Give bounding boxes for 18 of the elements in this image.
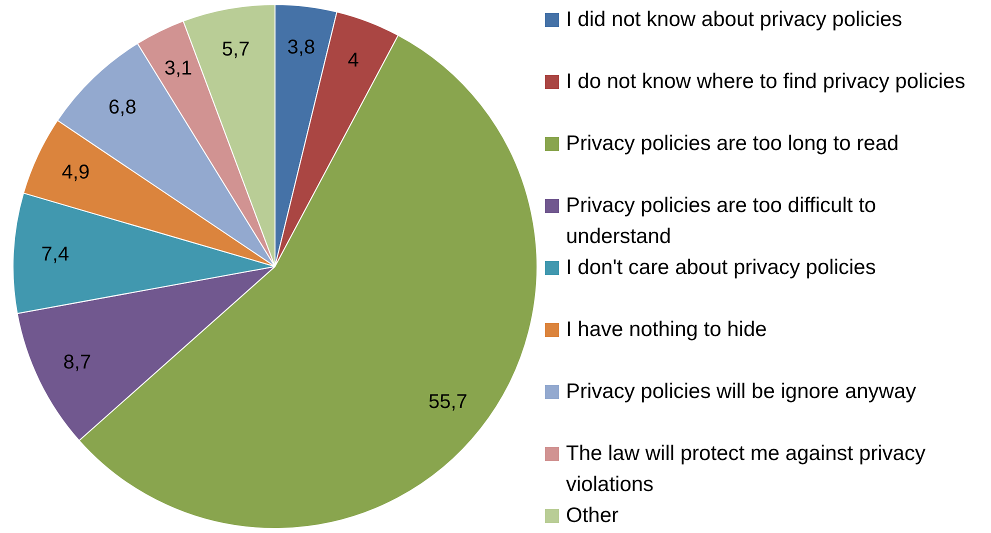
legend-label: Privacy policies will be ignore anyway xyxy=(566,379,916,405)
data-label: 4 xyxy=(348,49,359,72)
data-label: 5,7 xyxy=(222,38,250,60)
data-label: 4,9 xyxy=(62,162,90,184)
data-label: 3,8 xyxy=(287,36,316,58)
legend-label: The law will protect me against privacy violations xyxy=(566,441,926,498)
data-label: 3,1 xyxy=(164,57,192,80)
legend-label: Privacy policies are too long to read xyxy=(566,131,899,157)
legend-label: I do not know where to find privacy policies xyxy=(566,69,966,95)
data-label: 55,7 xyxy=(428,391,468,414)
data-label: 7,4 xyxy=(41,244,70,266)
legend-label: Privacy policies are too difficult to understand xyxy=(566,193,878,250)
legend-label: I don't care about privacy policies xyxy=(566,255,876,281)
data-label: 6,8 xyxy=(108,96,136,118)
legend-label: I did not know about privacy policies xyxy=(566,7,902,33)
legend-label: I have nothing to hide xyxy=(566,317,767,343)
data-label: 8,7 xyxy=(63,351,92,374)
legend-label: Other xyxy=(566,503,619,529)
